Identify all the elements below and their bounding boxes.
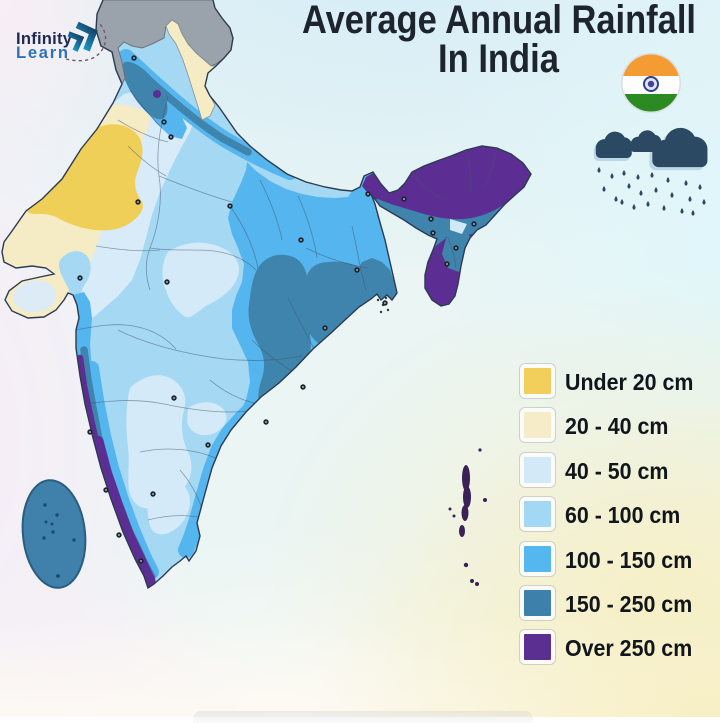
svg-text:In India: In India [438,37,560,81]
svg-text:Learn: Learn [16,43,68,62]
svg-text:Average Annual Rainfall: Average Annual Rainfall [302,0,696,42]
svg-text:Infinity: Infinity [16,29,73,48]
